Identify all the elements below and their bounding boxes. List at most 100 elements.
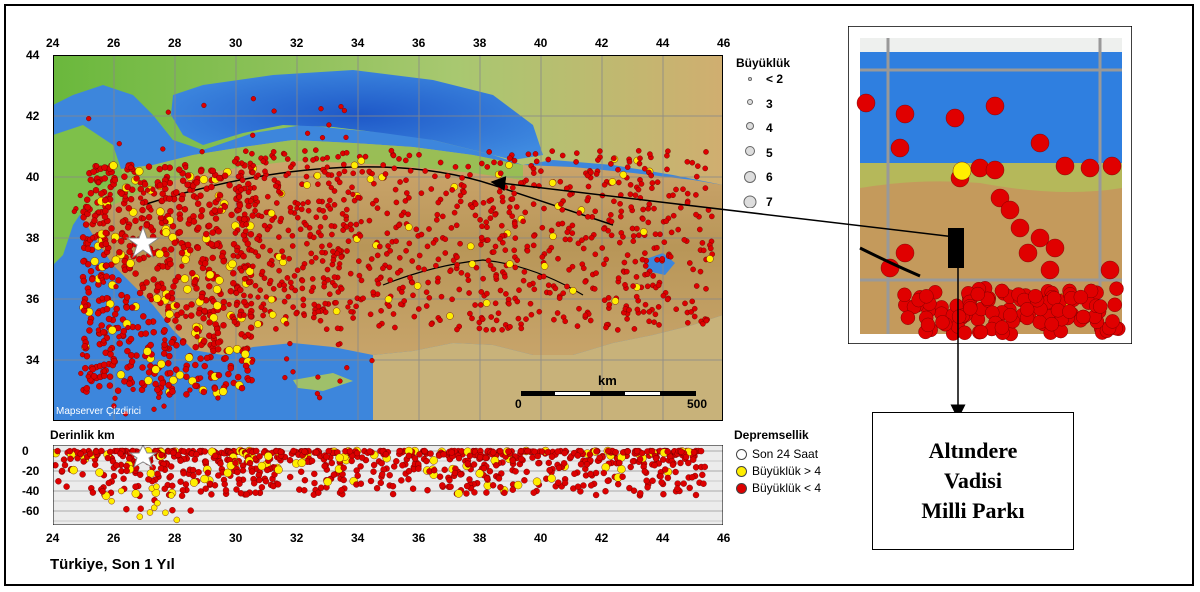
earthquake-event xyxy=(194,200,202,208)
earthquake-event xyxy=(180,274,190,283)
earthquake-event xyxy=(424,243,431,250)
park-label-line1: Altındere xyxy=(928,438,1018,463)
earthquake-event xyxy=(83,385,90,392)
earthquake-event xyxy=(241,298,248,306)
earthquake-event xyxy=(87,319,94,326)
earthquake-event xyxy=(225,370,232,378)
earthquake-event xyxy=(139,364,146,371)
earthquake-event xyxy=(247,324,255,331)
earthquake-event xyxy=(209,313,218,322)
earthquake-event xyxy=(247,231,255,238)
earthquake-event xyxy=(132,217,139,225)
earthquake-event xyxy=(89,276,96,283)
earthquake-event xyxy=(197,167,205,175)
earthquake-event xyxy=(191,278,198,286)
earthquake-event xyxy=(213,301,222,310)
earthquake-event xyxy=(469,315,475,322)
earthquake-event xyxy=(374,252,381,259)
earthquake-event xyxy=(103,273,110,280)
earthquake-event xyxy=(212,285,222,294)
earthquake-event xyxy=(214,346,222,353)
earthquake-event xyxy=(115,277,122,284)
coastal-lowland xyxy=(83,140,523,215)
earthquake-event xyxy=(242,362,250,370)
earthquake-event xyxy=(150,276,157,283)
earthquake-event xyxy=(468,260,476,268)
earthquake-event xyxy=(241,211,248,218)
earthquake-event xyxy=(138,379,146,387)
earthquake-event xyxy=(208,183,215,191)
earthquake-event xyxy=(209,167,217,175)
earthquake-event xyxy=(182,366,190,373)
earthquake-event xyxy=(159,379,166,387)
earthquake-event xyxy=(169,376,178,385)
earthquake-event xyxy=(145,369,153,376)
earthquake-event xyxy=(197,355,204,362)
earthquake-event xyxy=(495,310,502,317)
earthquake-event xyxy=(201,260,209,267)
earthquake-event xyxy=(317,317,324,324)
earthquake-event xyxy=(240,252,247,260)
earthquake-event xyxy=(198,294,206,301)
earthquake-event xyxy=(299,285,306,292)
earthquake-event xyxy=(80,277,87,285)
earthquake-event xyxy=(220,258,227,265)
earthquake-event xyxy=(171,239,179,247)
earthquake-event xyxy=(373,197,380,204)
earthquake-event xyxy=(108,326,117,335)
earthquake-event xyxy=(616,179,622,186)
earthquake-event xyxy=(115,206,123,213)
earthquake-event xyxy=(212,215,220,222)
earthquake-event xyxy=(156,182,164,189)
earthquake-event xyxy=(211,207,219,214)
earthquake-event xyxy=(236,202,244,209)
earthquake-event xyxy=(480,275,486,282)
earthquake-event xyxy=(139,206,146,214)
earthquake-event xyxy=(167,246,175,253)
earthquake-event xyxy=(237,286,244,294)
earthquake-event xyxy=(222,354,229,362)
earthquake-event xyxy=(194,244,202,252)
earthquake-event xyxy=(136,256,143,263)
earthquake-event xyxy=(165,360,172,367)
earthquake-event xyxy=(661,239,668,245)
earthquake-event xyxy=(178,195,186,203)
earthquake-event xyxy=(574,323,581,329)
earthquake-event xyxy=(216,174,223,182)
earthquake-event xyxy=(166,352,173,360)
earthquake-event xyxy=(284,275,291,281)
earthquake-event xyxy=(116,340,123,347)
earthquake-event xyxy=(165,310,174,319)
earthquake-event xyxy=(91,217,98,224)
earthquake-event xyxy=(116,370,126,379)
earthquake-event xyxy=(124,183,131,191)
earthquake-event xyxy=(285,293,292,300)
earthquake-event xyxy=(172,277,179,285)
earthquake-event xyxy=(189,269,196,277)
earthquake-event xyxy=(101,175,108,182)
earthquake-event xyxy=(421,266,428,273)
earthquake-event xyxy=(221,203,229,210)
earthquake-event xyxy=(233,302,240,308)
park-label-line2: Vadisi xyxy=(944,468,1002,493)
earthquake-event xyxy=(113,305,120,313)
earthquake-event xyxy=(181,255,190,264)
earthquake-event xyxy=(109,161,118,170)
earthquake-event xyxy=(188,301,195,308)
earthquake-event xyxy=(226,181,233,189)
earthquake-event xyxy=(168,339,175,346)
earthquake-event xyxy=(145,163,153,170)
earthquake-event xyxy=(94,310,102,317)
earthquake-event xyxy=(126,380,133,388)
earthquake-event xyxy=(620,234,626,240)
earthquake-event xyxy=(206,283,213,290)
earthquake-event xyxy=(497,160,504,166)
earthquake-event xyxy=(178,309,185,316)
earthquake-event xyxy=(106,382,114,389)
earthquake-event xyxy=(176,166,183,173)
earthquake-event xyxy=(126,248,133,256)
earthquake-event xyxy=(90,257,99,266)
earthquake-event xyxy=(102,240,110,248)
earthquake-event xyxy=(87,176,94,184)
earthquake-event xyxy=(103,262,110,269)
